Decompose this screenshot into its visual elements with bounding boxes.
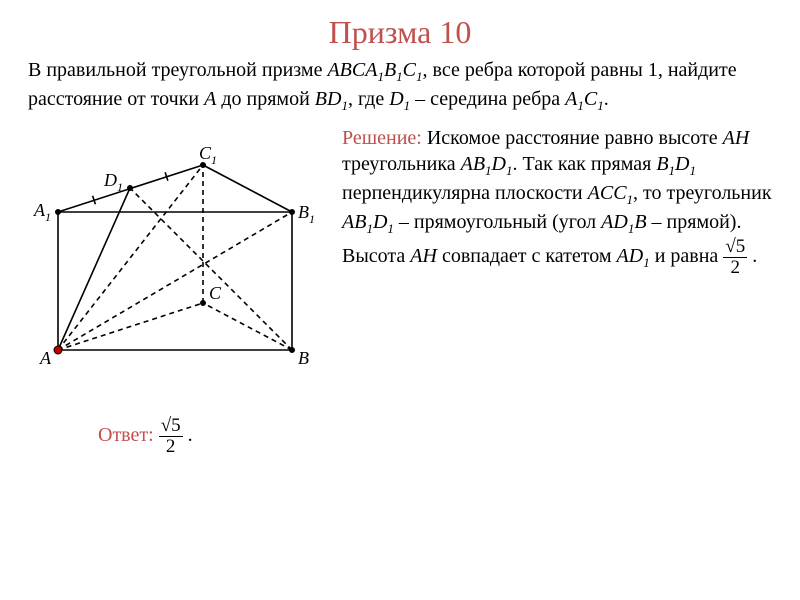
point-a: A [204, 88, 216, 110]
solution-body: и равна [650, 245, 724, 267]
solution-body: совпадает с катетом [437, 245, 617, 267]
tri-ab1d1-2: AB1D1 [342, 211, 394, 233]
prism-symbol: ABCA1B1C1 [327, 59, 422, 81]
solution-body: треугольника [342, 153, 461, 175]
svg-text:B: B [298, 348, 309, 368]
ad1: AD1 [617, 245, 650, 267]
svg-text:A: A [39, 348, 52, 368]
problem-text: до прямой [216, 88, 314, 110]
problem-statement: В правильной треугольной призме ABCA1B1C… [28, 57, 772, 115]
angle-ad1b: AD1B [601, 211, 646, 233]
solution-text: Решение: Искомое расстояние равно высоте… [342, 125, 772, 279]
solution-body: . [747, 245, 757, 267]
solution-body: Искомое расстояние равно высоте [422, 127, 723, 149]
answer-end: . [183, 424, 193, 446]
answer-label: Ответ: [98, 424, 154, 446]
problem-text: В правильной треугольной призме [28, 59, 327, 81]
ah-2: AH [410, 245, 437, 267]
problem-text: – середина ребра [410, 88, 565, 110]
ah: AH [723, 127, 750, 149]
problem-text: , где [348, 88, 389, 110]
solution-label: Решение: [342, 127, 422, 149]
line-bd1: BD1 [315, 88, 348, 110]
svg-text:C: C [209, 283, 222, 303]
svg-text:B1: B1 [298, 202, 315, 226]
solution-body: перпендикулярна плоскости [342, 182, 588, 204]
point-d1: D1 [389, 88, 410, 110]
page-title: Призма 10 [28, 14, 772, 51]
problem-text: . [604, 88, 609, 110]
svg-text:D1: D1 [103, 170, 123, 194]
solution-fraction: √5 2 [723, 237, 747, 278]
tri-ab1d1: AB1D1 [461, 153, 513, 175]
answer-fraction: √5 2 [159, 416, 183, 457]
edge-a1c1: A1C1 [565, 88, 604, 110]
svg-text:A1: A1 [33, 200, 51, 224]
plane-acc1: ACC1 [588, 182, 633, 204]
solution-body: , то треугольник [633, 182, 772, 204]
answer: Ответ: √5 2 . [28, 416, 772, 457]
line-b1d1: B1D1 [656, 153, 696, 175]
prism-diagram: ABCA1B1C1D1 [28, 125, 328, 390]
solution-body: – прямоугольный (угол [394, 211, 601, 233]
solution-body: . Так как прямая [513, 153, 657, 175]
